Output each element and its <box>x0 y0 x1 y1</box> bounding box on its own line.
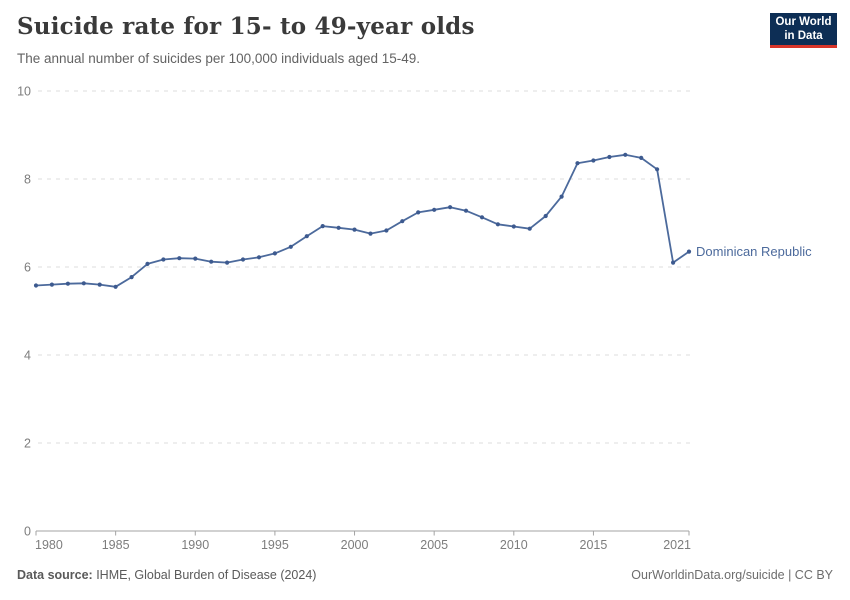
data-point-marker[interactable] <box>113 284 118 289</box>
data-point-marker[interactable] <box>368 231 373 236</box>
footer-attribution-link[interactable]: OurWorldinData.org/suicide | CC BY <box>631 568 833 582</box>
x-axis-tick-label: 2005 <box>420 538 448 552</box>
data-point-marker[interactable] <box>145 261 150 266</box>
owid-logo-line2: in Data <box>784 30 823 42</box>
data-point-marker[interactable] <box>463 208 469 213</box>
data-point-marker[interactable] <box>81 281 86 286</box>
data-point-marker[interactable] <box>225 260 230 265</box>
y-axis-tick-label: 6 <box>24 261 31 275</box>
data-point-marker[interactable] <box>527 226 532 231</box>
data-point-marker[interactable] <box>591 158 596 163</box>
y-axis-tick-label: 10 <box>17 85 31 99</box>
data-point-marker[interactable] <box>655 167 660 172</box>
y-axis-tick-label: 2 <box>24 437 31 451</box>
data-point-marker[interactable] <box>575 161 580 166</box>
data-point-marker[interactable] <box>511 224 516 229</box>
data-point-marker[interactable] <box>479 215 485 220</box>
data-point-marker[interactable] <box>193 256 198 261</box>
data-point-marker[interactable] <box>304 234 309 239</box>
data-point-marker[interactable] <box>272 251 277 256</box>
series-entity-label[interactable]: Dominican Republic <box>696 244 812 259</box>
data-point-marker[interactable] <box>623 152 628 157</box>
data-point-marker[interactable] <box>671 260 676 265</box>
data-point-marker[interactable] <box>686 249 692 254</box>
chart-footer: Data source: IHME, Global Burden of Dise… <box>17 568 833 582</box>
x-axis-tick-label: 1985 <box>102 538 130 552</box>
data-point-marker[interactable] <box>607 154 612 160</box>
x-axis-tick-label: 2015 <box>580 538 608 552</box>
data-point-marker[interactable] <box>320 224 325 229</box>
owid-logo-line1: Our World <box>775 16 832 28</box>
data-point-marker[interactable] <box>49 282 55 287</box>
data-point-marker[interactable] <box>384 228 389 233</box>
data-point-marker[interactable] <box>33 283 39 288</box>
x-axis-tick-label: 1990 <box>181 538 209 552</box>
data-source-label: Data source: <box>17 568 93 582</box>
x-axis-tick-label: 2021 <box>663 538 691 552</box>
data-point-marker[interactable] <box>177 256 182 261</box>
data-point-marker[interactable] <box>161 257 166 262</box>
data-point-marker[interactable] <box>65 281 70 286</box>
data-point-marker[interactable] <box>400 219 405 224</box>
data-point-marker[interactable] <box>352 227 357 232</box>
x-axis-tick-label: 2010 <box>500 538 528 552</box>
data-point-marker[interactable] <box>256 255 262 260</box>
data-point-marker[interactable] <box>240 257 246 262</box>
y-axis-tick-label: 8 <box>24 173 31 187</box>
trend-line[interactable] <box>35 153 690 288</box>
data-point-marker[interactable] <box>495 222 500 227</box>
x-axis-tick-label: 1995 <box>261 538 289 552</box>
x-axis-tick-label: 2000 <box>341 538 369 552</box>
y-axis-tick-label: 4 <box>24 349 31 363</box>
data-source-text: IHME, Global Burden of Disease (2024) <box>92 568 317 582</box>
data-source: Data source: IHME, Global Burden of Dise… <box>17 568 316 582</box>
data-point-marker[interactable] <box>639 155 644 160</box>
x-axis-tick-label: 1980 <box>35 538 63 552</box>
data-point-marker[interactable] <box>336 225 341 230</box>
data-point-marker[interactable] <box>97 282 102 287</box>
page-subtitle: The annual number of suicides per 100,00… <box>17 51 421 66</box>
y-axis-tick-label: 0 <box>24 525 31 539</box>
data-point-marker[interactable] <box>543 213 548 219</box>
data-point-marker[interactable] <box>288 244 293 249</box>
owid-logo[interactable]: Our World in Data <box>770 13 837 48</box>
data-point-marker[interactable] <box>129 275 134 280</box>
data-point-marker[interactable] <box>416 210 421 215</box>
data-point-marker[interactable] <box>559 194 564 199</box>
data-point-marker[interactable] <box>209 259 214 264</box>
data-point-marker[interactable] <box>448 205 453 210</box>
data-point-marker[interactable] <box>432 207 437 212</box>
page-title: Suicide rate for 15- to 49-year olds <box>17 13 475 40</box>
